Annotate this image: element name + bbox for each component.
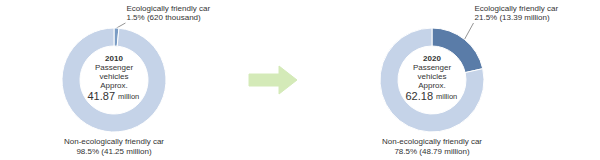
- svg-text:Ecologically friendly car: Ecologically friendly car: [475, 4, 559, 13]
- svg-text:vehicles: vehicles: [100, 72, 129, 81]
- svg-text:41.87: 41.87: [87, 90, 115, 102]
- svg-text:Passenger: Passenger: [413, 63, 452, 72]
- svg-text:Approx.: Approx.: [418, 81, 446, 90]
- svg-text:1.5% (620 thousand): 1.5% (620 thousand): [126, 13, 201, 22]
- svg-text:million: million: [118, 92, 139, 101]
- svg-text:62.18: 62.18: [405, 90, 433, 102]
- svg-text:2020: 2020: [423, 54, 441, 63]
- svg-text:Ecologically friendly car: Ecologically friendly car: [126, 4, 210, 13]
- svg-text:Passenger: Passenger: [95, 63, 134, 72]
- svg-text:2010: 2010: [105, 54, 123, 63]
- svg-text:Approx.: Approx.: [100, 81, 128, 90]
- svg-text:21.5% (13.39 million): 21.5% (13.39 million): [475, 13, 550, 22]
- svg-text:78.5% (48.79 million): 78.5% (48.79 million): [394, 147, 469, 156]
- svg-text:Non-ecologically friendly car: Non-ecologically friendly car: [64, 137, 164, 146]
- svg-text:98.5% (41.25 million): 98.5% (41.25 million): [76, 147, 151, 156]
- svg-text:million: million: [436, 92, 457, 101]
- svg-text:vehicles: vehicles: [418, 72, 447, 81]
- svg-text:Non-ecologically friendly car: Non-ecologically friendly car: [382, 137, 482, 146]
